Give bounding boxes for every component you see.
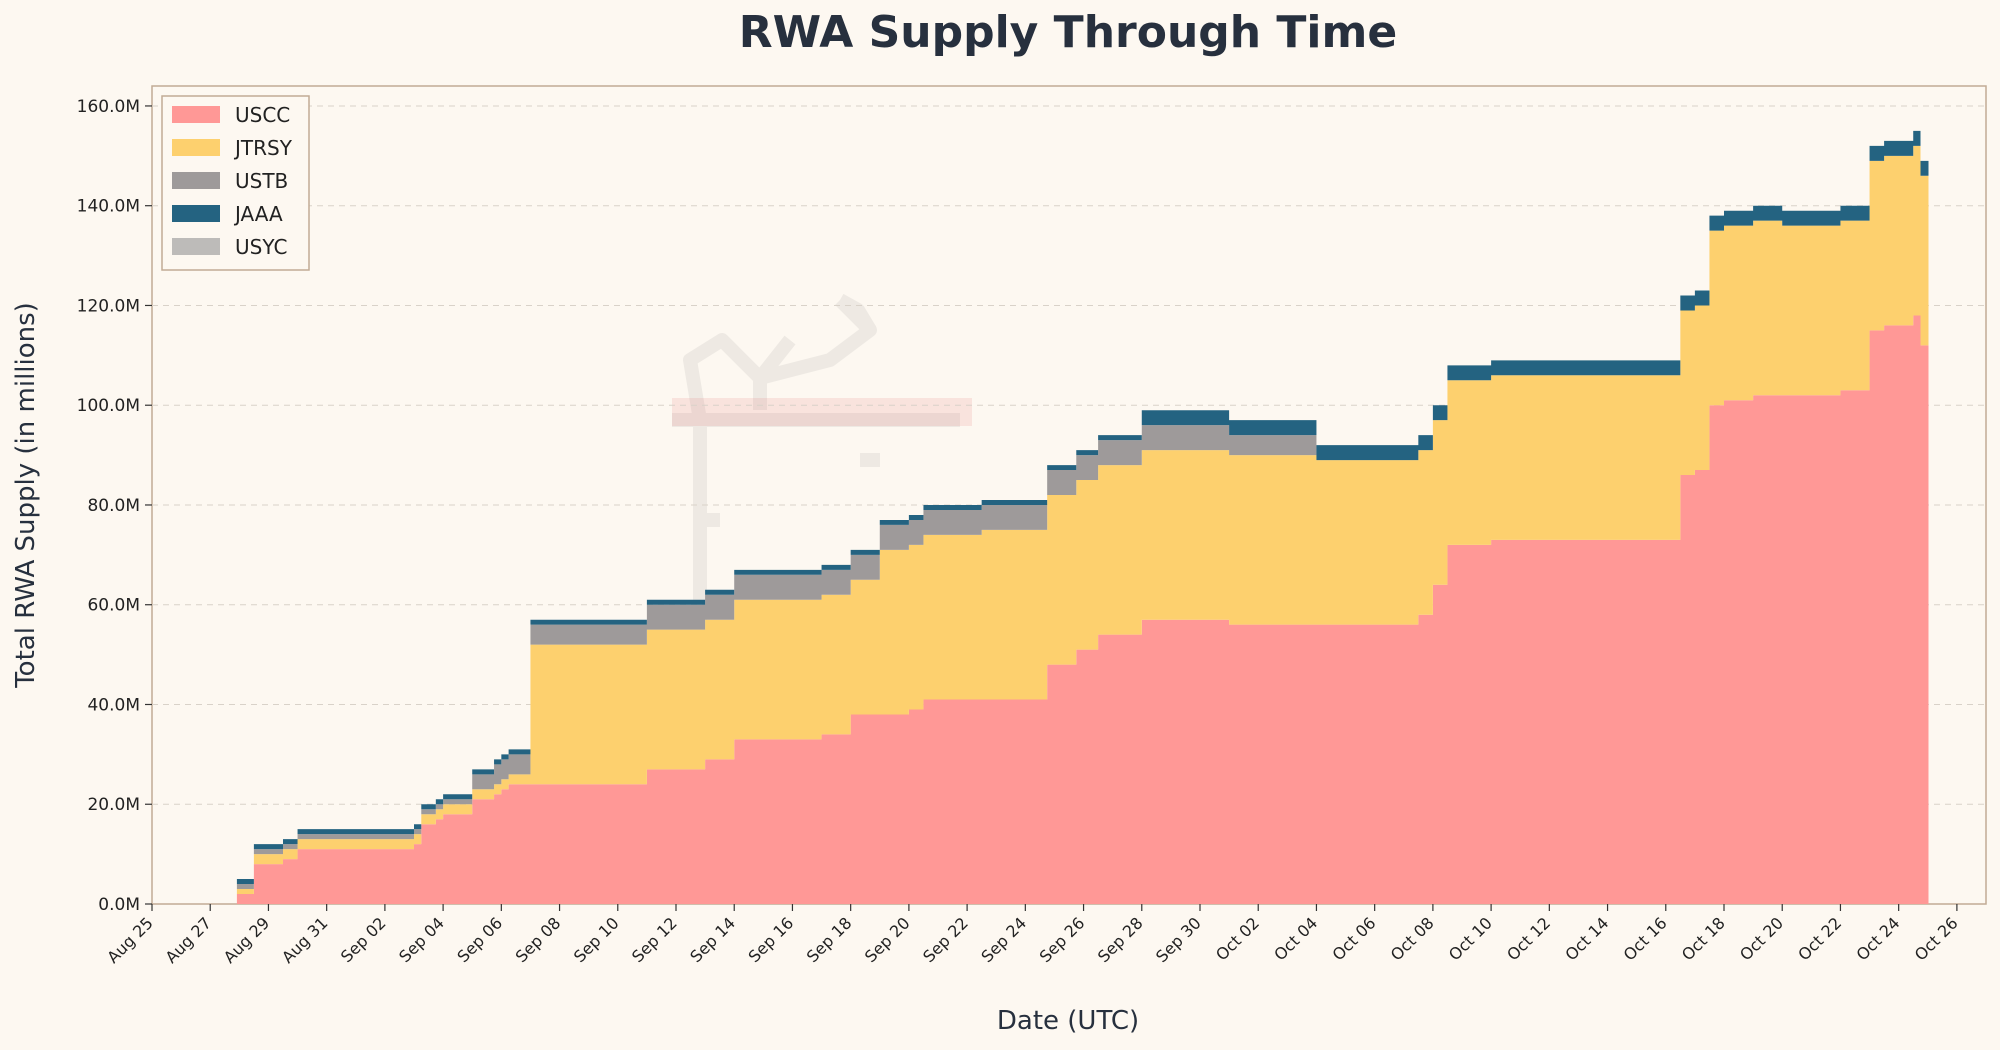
legend-label-jaaa: JAAA bbox=[233, 202, 283, 226]
legend-label-usyc: USYC bbox=[235, 235, 287, 259]
legend-swatch-uscc bbox=[172, 106, 220, 123]
legend: USCC JTRSY USTB JAAA USYC bbox=[161, 95, 310, 271]
legend-label-jtrsy: JTRSY bbox=[233, 136, 293, 160]
y-tick-label: 0.0M bbox=[98, 895, 140, 915]
y-tick-label: 40.0M bbox=[87, 695, 140, 715]
legend-swatch-usyc bbox=[172, 238, 220, 255]
y-tick-label: 160.0M bbox=[77, 97, 140, 117]
y-tick-label: 60.0M bbox=[87, 596, 140, 616]
y-tick-label: 140.0M bbox=[77, 197, 140, 217]
y-tick-label: 80.0M bbox=[87, 496, 140, 516]
legend-swatch-jtrsy bbox=[172, 139, 220, 156]
legend-swatch-jaaa bbox=[172, 205, 220, 222]
chart-title: RWA Supply Through Time bbox=[739, 7, 1397, 58]
legend-label-ustb: USTB bbox=[235, 169, 288, 193]
legend-swatch-ustb bbox=[172, 172, 220, 189]
area-jtrsy bbox=[236, 145, 1929, 895]
y-axis-ticks: 0.0M 20.0M 40.0M 60.0M 80.0M 100.0M 120.0M 140.… bbox=[77, 97, 152, 915]
area-uscc bbox=[236, 315, 1929, 904]
x-axis-label: Date (UTC) bbox=[997, 1006, 1139, 1036]
area-jaaa bbox=[236, 130, 1929, 885]
watermark-hat bbox=[672, 398, 972, 426]
y-tick-label: 120.0M bbox=[77, 296, 140, 316]
y-axis-label: Total RWA Supply (in millions) bbox=[11, 302, 41, 689]
y-tick-label: 100.0M bbox=[77, 396, 140, 416]
legend-label-uscc: USCC bbox=[235, 103, 290, 127]
stacked-areas bbox=[236, 130, 1929, 904]
y-tick-label: 20.0M bbox=[87, 795, 140, 815]
